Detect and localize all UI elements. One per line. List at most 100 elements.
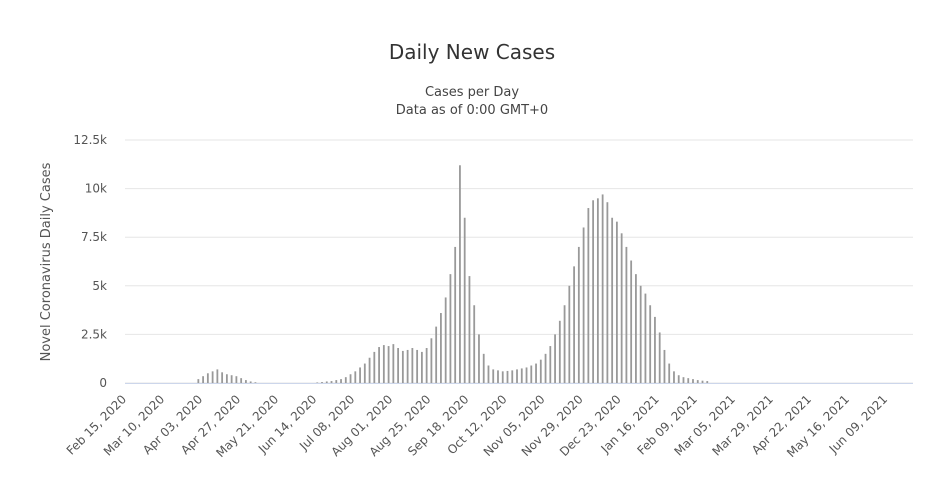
bar (354, 371, 357, 383)
bar (682, 377, 685, 383)
bar (392, 344, 395, 383)
bar (245, 380, 247, 383)
bar (554, 334, 556, 383)
bar (254, 382, 257, 383)
bar (316, 382, 319, 383)
bar (416, 349, 419, 383)
bar (587, 208, 590, 383)
y-tick-label: 5k (92, 279, 107, 293)
bar (406, 349, 409, 383)
bar (577, 246, 580, 383)
bar (411, 348, 414, 383)
chart-title: Daily New Cases (389, 40, 555, 64)
bar (654, 316, 656, 383)
bar (249, 381, 252, 383)
bar (701, 380, 704, 383)
bar (620, 233, 623, 383)
bar (596, 198, 599, 383)
bar (330, 381, 333, 383)
bar (420, 351, 423, 383)
bar (492, 369, 495, 383)
gridlines (125, 139, 913, 384)
bar (216, 369, 219, 383)
y-axis-label: Novel Coronavirus Daily Cases (39, 162, 54, 361)
bar (530, 365, 533, 383)
bar (668, 363, 671, 383)
bar (378, 347, 380, 383)
bar (544, 353, 547, 383)
bar (635, 274, 637, 383)
bar (373, 351, 376, 383)
bar (240, 378, 243, 383)
bar (449, 274, 452, 383)
bar (382, 345, 385, 383)
bar (706, 381, 709, 383)
bar (230, 375, 233, 383)
chart-subtitle-line-1: Cases per Day (425, 85, 519, 100)
bar (592, 200, 595, 383)
y-tick-label: 10k (85, 182, 107, 196)
bar (325, 381, 328, 383)
bar (387, 346, 390, 383)
bar (673, 371, 675, 383)
y-tick-label: 7.5k (81, 230, 107, 244)
bar (511, 370, 514, 383)
bar (397, 348, 400, 383)
bar (202, 376, 204, 383)
bar (482, 353, 485, 383)
bar (525, 367, 528, 383)
bar (430, 338, 433, 383)
bar (568, 285, 571, 383)
bar (444, 297, 447, 383)
bar (549, 346, 552, 383)
bar (473, 305, 476, 383)
bar (363, 363, 366, 383)
bar (440, 313, 442, 383)
bar-series (197, 165, 709, 383)
bar (663, 349, 666, 383)
bar (558, 320, 561, 383)
bar (601, 194, 604, 383)
bar (687, 378, 690, 383)
bar (197, 379, 200, 383)
bar (487, 365, 490, 383)
bar (535, 363, 537, 383)
bar (501, 371, 504, 383)
bar (649, 305, 652, 383)
bar (401, 350, 404, 383)
bar (506, 370, 509, 383)
bar (435, 326, 438, 383)
bar (696, 380, 699, 383)
bar (454, 246, 457, 383)
bar (606, 202, 609, 383)
y-axis-ticks: 0 2.5k 5k 7.5k 10k 12.5k (73, 133, 107, 390)
bar (520, 368, 523, 383)
bar (630, 260, 633, 383)
bar (225, 374, 228, 383)
bar (611, 217, 614, 383)
bar (539, 359, 542, 383)
bar (463, 217, 466, 383)
bar (459, 165, 461, 383)
bar (625, 246, 628, 383)
bar (615, 221, 618, 383)
bar (349, 374, 352, 383)
bar (468, 276, 471, 383)
bar (235, 376, 238, 383)
bar (425, 348, 428, 383)
bar (359, 367, 361, 383)
bar (221, 372, 224, 383)
bar (516, 369, 518, 383)
bar (658, 332, 661, 383)
bar (497, 370, 499, 383)
bar (368, 357, 371, 383)
bar (206, 373, 209, 383)
bar (573, 266, 575, 383)
bar (644, 293, 647, 383)
bar (582, 227, 585, 383)
y-tick-label: 12.5k (73, 133, 107, 147)
bar (344, 377, 347, 383)
bar (335, 380, 338, 383)
